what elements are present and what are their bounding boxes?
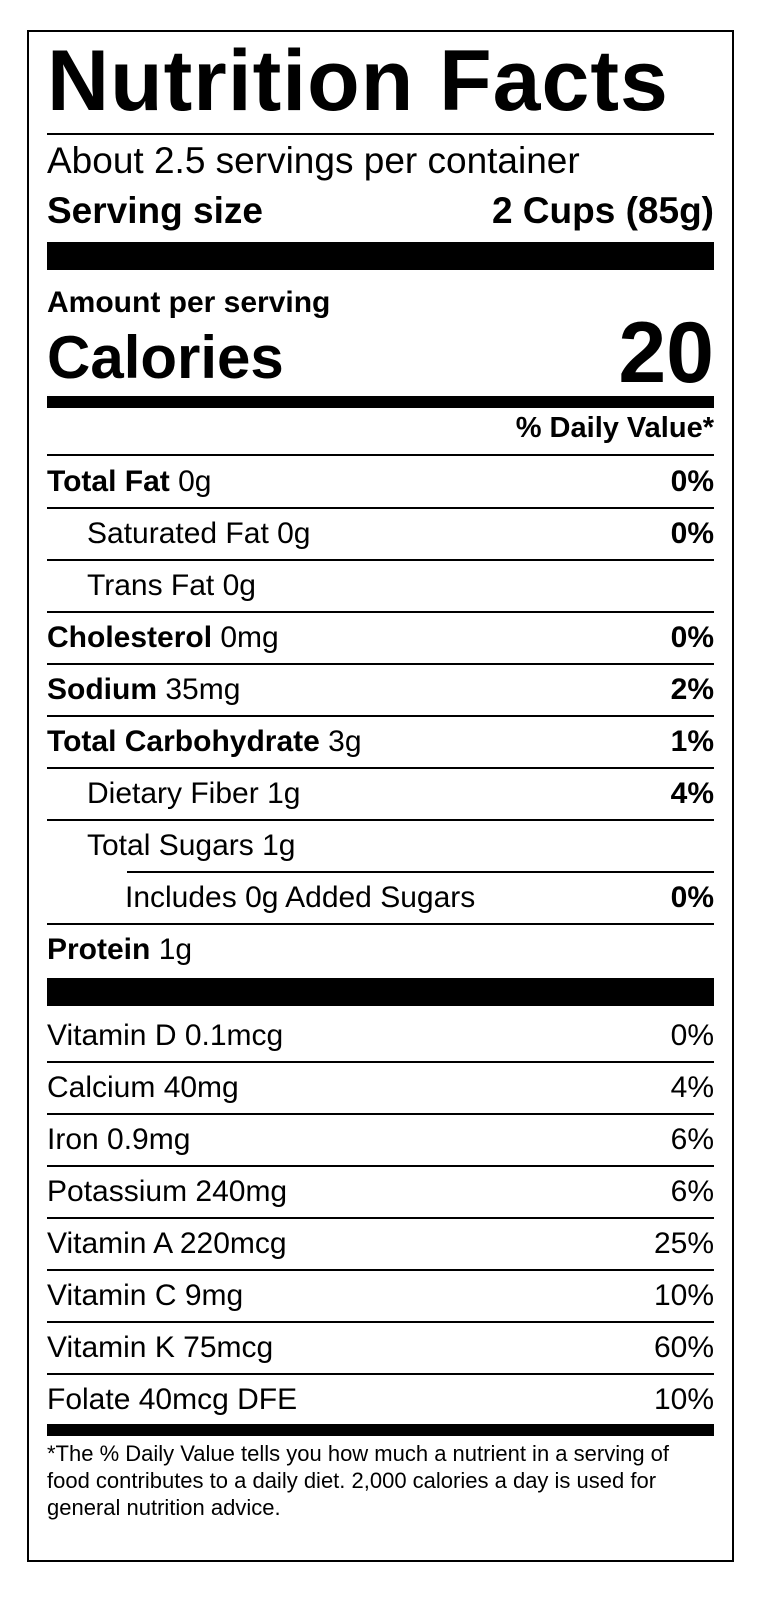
row-divider xyxy=(47,715,714,717)
nutrient-dv: 0% xyxy=(670,517,714,550)
vitamin-dv: 0% xyxy=(670,1019,714,1052)
row-divider xyxy=(47,1061,714,1063)
nutrient-row-protein: Protein 1g xyxy=(47,924,714,976)
nutrient-name: Saturated Fat xyxy=(87,517,269,550)
nutrient-name: Total Sugars xyxy=(87,829,254,862)
vitamin-row-vitamin-a: Vitamin A 220mcg 25% xyxy=(47,1218,714,1271)
calories-value: 20 xyxy=(618,305,714,401)
nutrient-amount: 0g xyxy=(277,517,311,550)
vitamin-dv: 6% xyxy=(670,1175,714,1208)
nutrient-row-sodium: Sodium 35mg 2% xyxy=(47,664,714,717)
row-divider xyxy=(47,819,714,821)
label-content: Nutrition Facts About 2.5 servings per c… xyxy=(47,32,714,1560)
nutrient-row-total-carbohydrate: Total Carbohydrate 3g 1% xyxy=(47,716,714,769)
row-divider xyxy=(47,559,714,561)
nutrient-row-trans-fat: Trans Fat 0g xyxy=(47,560,714,613)
nutrient-dv: 0% xyxy=(670,881,714,914)
nutrient-row-added-sugars: Includes 0g Added Sugars 0% xyxy=(47,872,714,925)
vitamin-dv: 4% xyxy=(670,1071,714,1104)
medium-divider xyxy=(47,1424,714,1436)
vitamin-row-calcium: Calcium 40mg 4% xyxy=(47,1062,714,1115)
nutrient-row-total-sugars: Total Sugars 1g xyxy=(47,820,714,873)
label-title: Nutrition Facts xyxy=(47,33,669,129)
vitamin-row-potassium: Potassium 240mg 6% xyxy=(47,1166,714,1219)
row-divider xyxy=(47,1269,714,1271)
nutrient-name: Cholesterol xyxy=(47,621,213,654)
row-divider xyxy=(47,923,714,925)
serving-size-value: 2 Cups (85g) xyxy=(491,190,714,231)
nutrient-name: Includes 0g Added Sugars xyxy=(125,881,476,914)
medium-divider xyxy=(47,396,714,408)
nutrient-name: Dietary Fiber xyxy=(87,777,259,810)
vitamin-row-vitamin-d: Vitamin D 0.1mcg 0% xyxy=(47,1010,714,1063)
vitamin-dv: 6% xyxy=(670,1123,714,1156)
nutrient-amount: 1g xyxy=(267,777,301,810)
nutrient-dv: 0% xyxy=(670,621,714,654)
vitamin-row-vitamin-c: Vitamin C 9mg 10% xyxy=(47,1270,714,1323)
nutrient-dv: 1% xyxy=(670,725,714,758)
thick-divider xyxy=(47,242,714,270)
vitamin-row-folate: Folate 40mcg DFE 10% xyxy=(47,1374,714,1426)
nutrient-name: Protein xyxy=(47,933,151,966)
nutrient-name: Total Fat xyxy=(47,465,170,498)
nutrient-amount: 0g xyxy=(178,465,212,498)
row-divider xyxy=(47,1373,714,1375)
vitamin-name: Calcium 40mg xyxy=(47,1071,239,1104)
nutrient-dv: 0% xyxy=(670,465,714,498)
nutrient-dv: 4% xyxy=(670,777,714,810)
row-divider xyxy=(47,663,714,665)
vitamin-name: Vitamin C 9mg xyxy=(47,1279,244,1312)
daily-value-footnote: *The % Daily Value tells you how much a … xyxy=(47,1441,670,1520)
row-divider xyxy=(47,507,714,509)
vitamin-name: Vitamin K 75mcg xyxy=(47,1331,274,1364)
vitamin-dv: 60% xyxy=(653,1331,714,1364)
row-divider xyxy=(47,1321,714,1323)
nutrient-amount: 1g xyxy=(158,933,193,966)
divider xyxy=(47,133,714,135)
nutrient-amount: 0mg xyxy=(220,621,279,654)
nutrient-name: Total Carbohydrate xyxy=(47,725,320,758)
nutrient-amount: 3g xyxy=(328,725,362,758)
nutrient-dv: 2% xyxy=(670,673,714,706)
thick-divider xyxy=(47,978,714,1006)
row-divider xyxy=(47,1113,714,1115)
vitamin-dv: 10% xyxy=(653,1279,714,1312)
nutrient-amount: 1g xyxy=(262,829,296,862)
vitamin-name: Potassium 240mg xyxy=(47,1175,288,1208)
vitamin-row-iron: Iron 0.9mg 6% xyxy=(47,1114,714,1167)
nutrient-row-cholesterol: Cholesterol 0mg 0% xyxy=(47,612,714,665)
row-divider xyxy=(47,1165,714,1167)
vitamin-name: Iron 0.9mg xyxy=(47,1123,191,1156)
nutrient-row-total-fat: Total Fat 0g 0% xyxy=(47,456,714,509)
nutrient-amount: 0g xyxy=(222,569,256,602)
nutrient-row-dietary-fiber: Dietary Fiber 1g 4% xyxy=(47,768,714,821)
row-divider xyxy=(47,611,714,613)
vitamin-name: Folate 40mcg DFE xyxy=(47,1383,298,1416)
serving-size-row: Serving size 2 Cups (85g) xyxy=(47,192,714,229)
nutrient-name: Trans Fat xyxy=(87,569,215,602)
vitamin-name: Vitamin D 0.1mcg xyxy=(47,1019,284,1052)
serving-size-label: Serving size xyxy=(47,190,263,231)
nutrient-row-saturated-fat: Saturated Fat 0g 0% xyxy=(47,508,714,561)
nutrition-facts-label: Nutrition Facts About 2.5 servings per c… xyxy=(27,30,734,1562)
vitamin-name: Vitamin A 220mcg xyxy=(47,1227,287,1260)
row-divider xyxy=(47,767,714,769)
divider xyxy=(47,454,714,456)
vitamin-dv: 25% xyxy=(653,1227,714,1260)
nutrient-name: Sodium xyxy=(47,673,157,706)
amount-per-serving: Amount per serving xyxy=(47,286,331,319)
daily-value-header: % Daily Value* xyxy=(515,412,714,444)
servings-per-container: About 2.5 servings per container xyxy=(47,140,580,181)
vitamin-dv: 10% xyxy=(653,1383,714,1416)
nutrient-amount: 35mg xyxy=(165,673,241,706)
row-divider xyxy=(127,871,714,873)
vitamin-row-vitamin-k: Vitamin K 75mcg 60% xyxy=(47,1322,714,1375)
row-divider xyxy=(47,1217,714,1219)
calories-label: Calories xyxy=(47,324,284,391)
